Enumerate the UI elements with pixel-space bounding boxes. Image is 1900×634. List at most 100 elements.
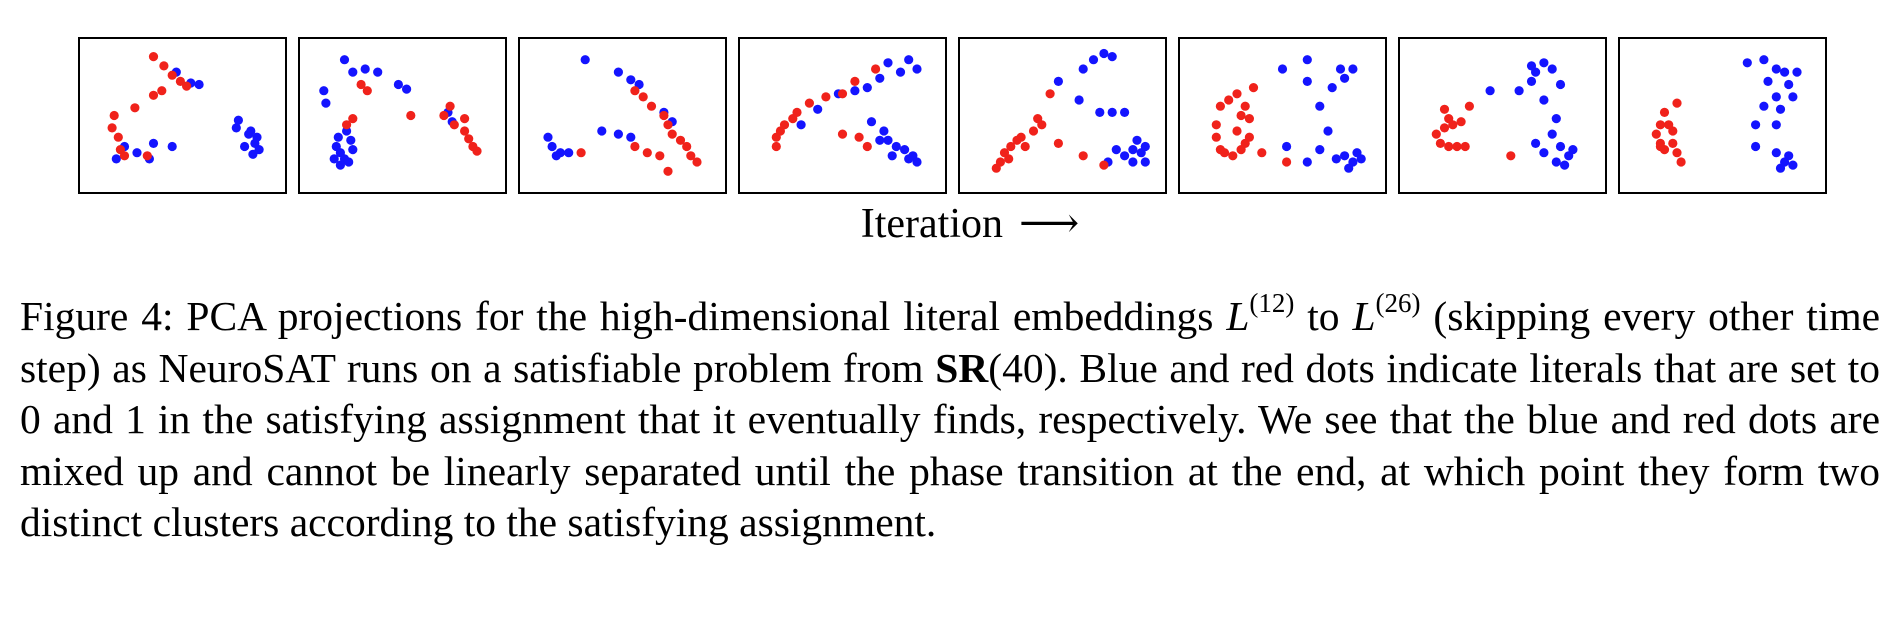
blue-dot bbox=[1526, 76, 1537, 86]
red-dot bbox=[1655, 120, 1665, 130]
red-dot bbox=[686, 151, 696, 161]
blue-dot bbox=[1555, 141, 1566, 152]
blue-dot bbox=[344, 157, 354, 167]
blue-dot bbox=[879, 126, 889, 136]
blue-dot bbox=[348, 145, 358, 155]
red-dot bbox=[576, 148, 586, 158]
caption-text-3: . Blue and red dots indicate literals th… bbox=[20, 344, 1880, 546]
blue-dot bbox=[1315, 101, 1325, 111]
red-dot bbox=[630, 141, 640, 152]
red-dot bbox=[667, 129, 677, 139]
red-dot bbox=[837, 129, 848, 139]
blue-dot bbox=[1344, 163, 1354, 173]
blue-dot bbox=[1551, 157, 1561, 167]
pca-panel-3 bbox=[518, 37, 727, 194]
blue-dot bbox=[346, 135, 356, 145]
blue-dot bbox=[1132, 135, 1142, 145]
blue-dot bbox=[580, 55, 590, 65]
red-dot bbox=[1211, 120, 1221, 130]
pca-panel-7 bbox=[1398, 37, 1607, 194]
red-dot bbox=[1004, 154, 1014, 164]
blue-dot bbox=[335, 160, 345, 170]
blue-dot bbox=[891, 141, 901, 152]
blue-dot bbox=[1140, 141, 1150, 152]
red-dot bbox=[342, 120, 352, 130]
blue-dot bbox=[1302, 55, 1312, 65]
red-dot bbox=[449, 120, 459, 130]
red-dot bbox=[1257, 148, 1267, 158]
blue-dot bbox=[1323, 126, 1333, 136]
blue-dot bbox=[339, 55, 350, 65]
red-dot bbox=[871, 64, 881, 74]
blue-dot bbox=[402, 84, 412, 94]
red-dot bbox=[1228, 151, 1238, 161]
red-dot bbox=[1232, 89, 1242, 99]
blue-dot bbox=[626, 75, 636, 85]
red-dot bbox=[1460, 141, 1470, 152]
red-dot bbox=[1033, 114, 1043, 124]
red-dot bbox=[1664, 120, 1674, 130]
blue-dot bbox=[1539, 95, 1549, 105]
blue-dot bbox=[1053, 76, 1063, 86]
blue-dot bbox=[1128, 145, 1138, 155]
red-dot bbox=[1439, 104, 1450, 114]
blue-dot bbox=[148, 138, 159, 148]
blue-dot bbox=[1771, 64, 1781, 74]
red-dot bbox=[1431, 129, 1441, 139]
red-dot bbox=[646, 101, 657, 111]
red-dot bbox=[1672, 148, 1682, 158]
red-dot bbox=[119, 151, 130, 161]
red-dot bbox=[655, 151, 665, 161]
red-dot bbox=[113, 132, 123, 142]
blue-dot bbox=[883, 135, 893, 145]
blue-dot bbox=[875, 73, 885, 83]
red-dot bbox=[1211, 132, 1221, 142]
red-dot bbox=[167, 70, 177, 80]
blue-dot bbox=[1759, 101, 1769, 111]
blue-dot bbox=[1784, 79, 1794, 90]
red-dot bbox=[630, 86, 640, 96]
panel-frame bbox=[1178, 37, 1387, 194]
blue-dot bbox=[167, 141, 177, 152]
blue-dot bbox=[1514, 86, 1524, 96]
blue-dot bbox=[231, 123, 241, 133]
red-dot bbox=[1099, 160, 1109, 170]
blue-dot bbox=[883, 58, 893, 68]
red-dot bbox=[682, 141, 692, 152]
red-dot bbox=[1464, 101, 1474, 111]
red-dot bbox=[1045, 89, 1055, 99]
red-dot bbox=[148, 52, 159, 62]
red-dot bbox=[348, 114, 358, 124]
blue-dot bbox=[904, 154, 914, 164]
blue-dot bbox=[543, 132, 553, 142]
blue-dot bbox=[1088, 55, 1099, 65]
blue-dot bbox=[333, 132, 343, 142]
red-dot bbox=[804, 98, 815, 108]
blue-dot bbox=[1099, 48, 1109, 59]
blue-dot bbox=[373, 67, 383, 77]
red-dot bbox=[771, 141, 781, 152]
blue-dot bbox=[1078, 64, 1088, 74]
red-dot bbox=[675, 135, 686, 145]
red-dot bbox=[1452, 141, 1462, 152]
blue-dot bbox=[1784, 151, 1794, 161]
blue-dot bbox=[1140, 157, 1150, 167]
caption-sup-end: (26) bbox=[1375, 288, 1421, 318]
red-dot bbox=[1282, 157, 1292, 167]
caption-label: Figure 4: bbox=[20, 293, 174, 339]
blue-dot bbox=[233, 115, 243, 125]
blue-dot bbox=[1120, 107, 1130, 117]
blue-dot bbox=[1759, 55, 1769, 65]
red-dot bbox=[1506, 151, 1516, 161]
caption-text-1: PCA projections for the high-dimensional… bbox=[186, 293, 1214, 339]
blue-dot bbox=[1788, 92, 1798, 102]
red-dot bbox=[1668, 138, 1678, 148]
blue-dot bbox=[248, 149, 258, 159]
red-dot bbox=[1012, 135, 1022, 145]
panel-frame bbox=[1398, 37, 1607, 194]
red-dot bbox=[1219, 148, 1230, 158]
blue-dot bbox=[1751, 120, 1761, 130]
red-dot bbox=[1244, 132, 1254, 142]
red-dot bbox=[991, 163, 1001, 173]
red-dot bbox=[159, 61, 169, 71]
